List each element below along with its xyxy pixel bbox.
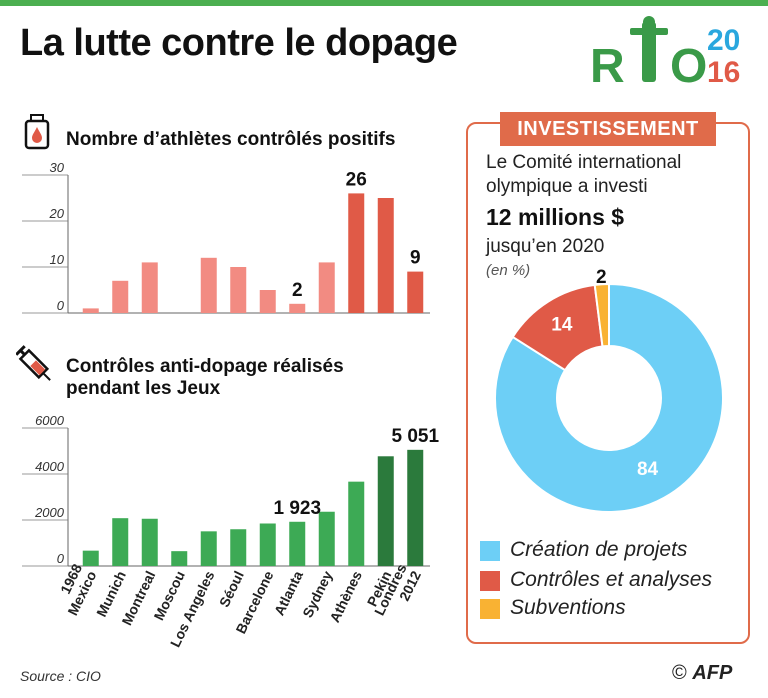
bar-atlanta xyxy=(289,303,306,313)
sample-vial-icon xyxy=(24,114,50,150)
top-accent-bar xyxy=(0,0,768,6)
bar-londres-2012 xyxy=(407,271,424,313)
donut-value-label: 2 xyxy=(596,267,607,288)
logo-year-bottom: 16 xyxy=(707,56,740,89)
afp-logo: AFP xyxy=(692,662,733,684)
afp-credit: © AFP xyxy=(672,662,732,685)
y-tick-label: 6000 xyxy=(35,413,65,428)
bar-atlanta xyxy=(289,521,306,566)
bar-los-angeles xyxy=(200,531,217,566)
rio-2016-logo: R O 20 16 xyxy=(590,16,740,93)
bar-athènes xyxy=(348,481,365,566)
data-label: 1 923 xyxy=(273,498,321,519)
bar-barcelone xyxy=(259,290,276,313)
data-label: 26 xyxy=(346,169,367,190)
data-label: 9 xyxy=(410,248,421,269)
bar-sydney xyxy=(318,511,335,566)
bar-1968-mexico xyxy=(82,550,99,566)
investment-unit: (en %) xyxy=(486,262,531,279)
y-tick-label: 30 xyxy=(50,160,65,175)
donut-value-label: 14 xyxy=(551,315,573,336)
y-tick-label: 0 xyxy=(57,551,65,566)
legend-label-creation: Création de projets xyxy=(510,538,688,561)
legend-swatch-subventions xyxy=(480,599,500,619)
bar-séoul xyxy=(230,267,247,313)
legend-swatch-controles xyxy=(480,571,500,591)
legend-label-subventions: Subventions xyxy=(510,596,626,619)
source-note: Source : CIO xyxy=(20,668,101,684)
investment-text-line2: olympique a investi xyxy=(486,176,648,197)
bar-munich xyxy=(112,518,129,566)
bar-moscou xyxy=(171,551,188,566)
logo-letter-o: O xyxy=(670,40,707,93)
bar-athènes xyxy=(348,193,365,313)
investment-text-line3: jusqu’en 2020 xyxy=(486,236,605,257)
legend-label-controles: Contrôles et analyses xyxy=(510,568,712,591)
bar-séoul xyxy=(230,529,247,566)
logo-letter-r: R xyxy=(590,40,625,93)
bar-los-angeles xyxy=(200,257,217,313)
data-label: 5 051 xyxy=(391,426,439,447)
bar-montreal xyxy=(141,262,158,313)
y-tick-label: 4000 xyxy=(35,459,65,474)
bar-montreal xyxy=(141,518,158,566)
donut-slice-2 xyxy=(593,282,610,348)
investment-panel-title: INVESTISSEMENT xyxy=(500,112,716,146)
legend-swatch-creation xyxy=(480,541,500,561)
y-tick-label: 2000 xyxy=(34,505,65,520)
logo-year-top: 20 xyxy=(707,24,740,57)
bar-pekin xyxy=(377,198,394,313)
investment-amount: 12 millions $ xyxy=(486,204,625,230)
y-tick-label: 10 xyxy=(50,252,65,267)
donut-slice-0 xyxy=(494,282,724,513)
bar-barcelone xyxy=(259,523,276,566)
bar-pekin xyxy=(377,456,394,566)
christ-statue-icon xyxy=(630,16,668,82)
copyright-symbol: © xyxy=(672,662,687,684)
investment-text-line1: Le Comité international xyxy=(486,152,682,173)
page-title: La lutte contre le dopage xyxy=(20,22,458,64)
donut-value-label: 84 xyxy=(637,459,659,480)
syringe-icon xyxy=(16,345,51,381)
y-tick-label: 20 xyxy=(49,206,65,221)
bar-munich xyxy=(112,280,129,313)
bar-1968-mexico xyxy=(82,308,99,313)
positive-tests-chart-title: Nombre d’athlètes contrôlés positifs xyxy=(66,129,396,150)
antidoping-tests-chart-title: Contrôles anti-dopage réalisés pendant l… xyxy=(66,356,344,399)
bar-sydney xyxy=(318,262,335,313)
data-label: 2 xyxy=(292,280,303,301)
bar-londres-2012 xyxy=(407,449,424,566)
y-tick-label: 0 xyxy=(57,298,65,313)
